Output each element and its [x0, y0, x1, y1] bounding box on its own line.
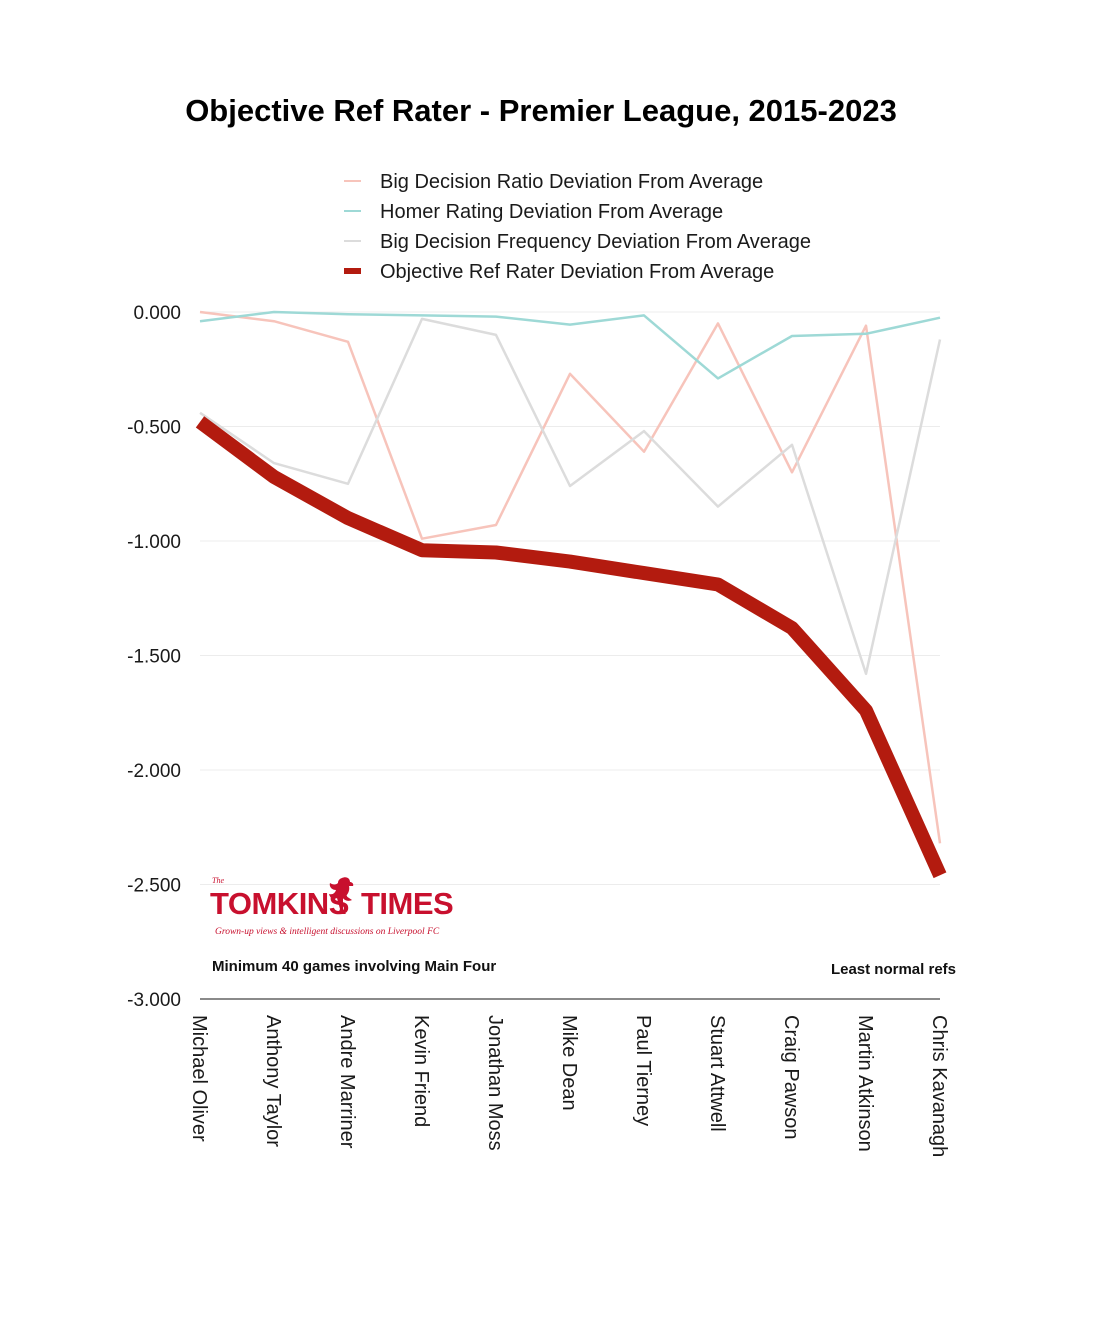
x-tick-label: Craig Pawson [780, 1015, 802, 1140]
series-line-1 [199, 310, 941, 380]
y-axis-ticks: 0.000 -0.500 -1.000 -1.500 -2.000 -2.500 -3.00… [127, 303, 181, 1011]
series-lines [195, 310, 947, 879]
y-tick-label: -0.500 [127, 418, 181, 439]
legend-label-1: Homer Rating Deviation From Average [380, 201, 723, 223]
x-axis-ticks: Michael Oliver Anthony Taylor Andre Marrin… [188, 1015, 950, 1157]
x-tick-label: Andre Marriner [336, 1015, 358, 1149]
x-tick-label: Jonathan Moss [484, 1015, 506, 1151]
legend: Big Decision Ratio Deviation From Averag… [344, 171, 811, 283]
series-line-0 [199, 310, 942, 844]
logo-word-left: TOMKINS [210, 886, 349, 921]
legend-label-2: Big Decision Frequency Deviation From Av… [380, 231, 811, 253]
y-tick-label: -1.500 [127, 647, 181, 668]
logo-the-text: The [212, 876, 224, 885]
legend-label-0: Big Decision Ratio Deviation From Averag… [380, 171, 763, 193]
annotation-least-normal: Least normal refs [831, 961, 956, 978]
series-line-3 [195, 416, 947, 879]
y-tick-label: -1.000 [127, 532, 181, 553]
x-tick-label: Kevin Friend [410, 1015, 432, 1127]
x-tick-label: Stuart Attwell [706, 1015, 728, 1132]
gridlines [200, 311, 940, 1000]
annotation-min-games: Minimum 40 games involving Main Four [212, 958, 496, 975]
logo-tagline: Grown-up views & intelligent discussions… [215, 927, 440, 937]
x-tick-label: Chris Kavanagh [928, 1015, 950, 1157]
tomkins-times-logo: The TOMKINS TIMES Grown-up views & intel… [210, 876, 454, 937]
y-tick-label: 0.000 [133, 303, 181, 324]
x-tick-label: Anthony Taylor [262, 1015, 284, 1147]
x-tick-label: Mike Dean [558, 1015, 580, 1111]
liver-bird-icon [329, 877, 354, 914]
y-tick-label: -2.500 [127, 876, 181, 897]
chart-title: Objective Ref Rater - Premier League, 20… [185, 93, 897, 128]
x-tick-label: Martin Atkinson [854, 1015, 876, 1152]
x-tick-label: Michael Oliver [188, 1015, 210, 1142]
legend-label-3: Objective Ref Rater Deviation From Avera… [380, 261, 774, 283]
y-tick-label: -2.000 [127, 761, 181, 782]
logo-word-right: TIMES [361, 886, 453, 921]
y-tick-label: -3.000 [127, 990, 181, 1011]
x-tick-label: Paul Tierney [632, 1015, 654, 1126]
